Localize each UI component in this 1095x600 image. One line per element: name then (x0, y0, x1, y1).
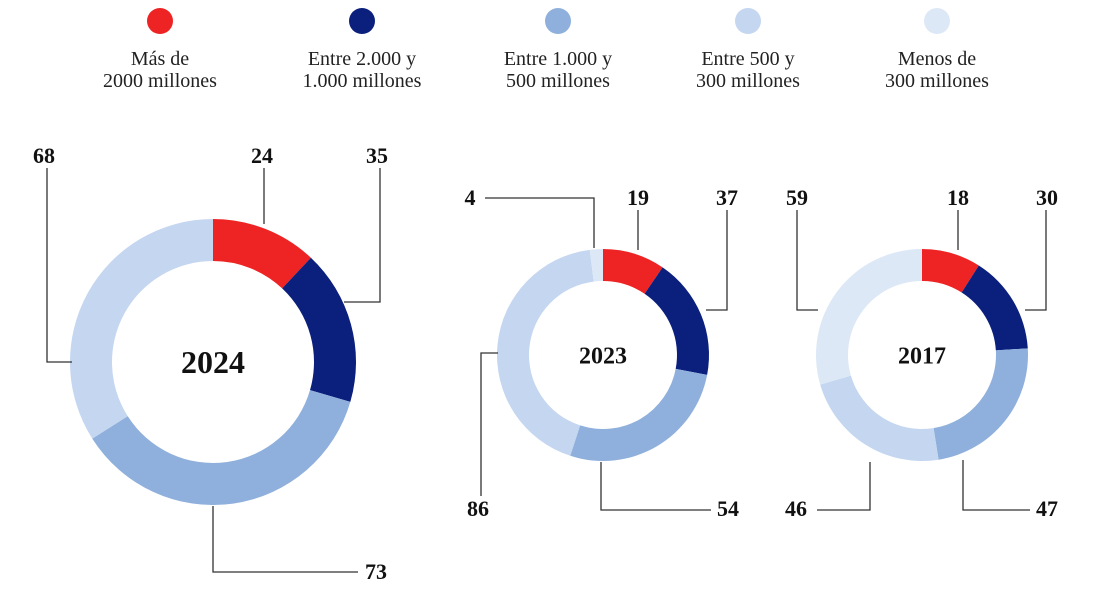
data-label: 37 (716, 185, 738, 210)
legend-item-1000-500: Entre 1.000 y 500 millones (458, 8, 658, 92)
donut-slice (933, 348, 1028, 460)
leader-line (817, 462, 871, 511)
donut-slice (69, 219, 213, 439)
leader-line (485, 197, 595, 248)
data-label: 68 (33, 143, 55, 168)
data-label: 24 (251, 143, 273, 168)
data-label: 4 (465, 185, 476, 210)
donut-slice (497, 249, 594, 456)
donut-slice (603, 249, 663, 294)
leader-line (1025, 210, 1047, 311)
legend-swatch (147, 8, 173, 34)
legend-label: Más de 2000 millones (103, 48, 217, 92)
chart-center-label: 2017 (898, 343, 946, 369)
data-label: 35 (366, 143, 388, 168)
data-label: 30 (1036, 185, 1058, 210)
legend-swatch (349, 8, 375, 34)
donut-slice (589, 249, 603, 282)
legend-label: Entre 2.000 y 1.000 millones (302, 48, 422, 92)
donut-slice (815, 249, 922, 385)
legend-item-500-300: Entre 500 y 300 millones (648, 8, 848, 92)
leader-line (46, 168, 72, 363)
data-label: 19 (627, 185, 649, 210)
legend-swatch (924, 8, 950, 34)
legend-label: Entre 500 y 300 millones (696, 48, 800, 92)
data-label: 54 (717, 496, 739, 521)
data-label: 46 (785, 496, 807, 521)
leader-line (706, 210, 728, 311)
data-label: 18 (947, 185, 969, 210)
data-label: 86 (467, 496, 489, 521)
leader-line (600, 462, 711, 511)
legend-label: Menos de 300 millones (885, 48, 989, 92)
leader-line (962, 460, 1030, 511)
donut-slice (820, 375, 939, 462)
leader-line (480, 352, 498, 496)
legend-item-less-than-300: Menos de 300 millones (837, 8, 1037, 92)
leader-line (344, 168, 381, 303)
legend-swatch (545, 8, 571, 34)
donut-slice (961, 265, 1028, 351)
chart-center-label: 2023 (579, 343, 627, 369)
leader-line (796, 210, 818, 311)
donut-slice (213, 219, 311, 289)
leader-line (212, 506, 358, 573)
chart-center-label: 2024 (181, 344, 245, 380)
legend: Más de 2000 millones Entre 2.000 y 1.000… (0, 0, 1095, 110)
donut-slice (644, 267, 709, 375)
legend-label: Entre 1.000 y 500 millones (503, 48, 613, 92)
legend-item-more-than-2000: Más de 2000 millones (60, 8, 260, 92)
donut-slice (922, 249, 979, 293)
donut-slice (92, 390, 351, 506)
data-label: 47 (1036, 496, 1058, 521)
legend-swatch (735, 8, 761, 34)
donut-slice (570, 368, 708, 461)
donut-slice (282, 257, 356, 402)
data-label: 73 (365, 559, 387, 584)
legend-item-2000-1000: Entre 2.000 y 1.000 millones (262, 8, 462, 92)
data-label: 59 (786, 185, 808, 210)
